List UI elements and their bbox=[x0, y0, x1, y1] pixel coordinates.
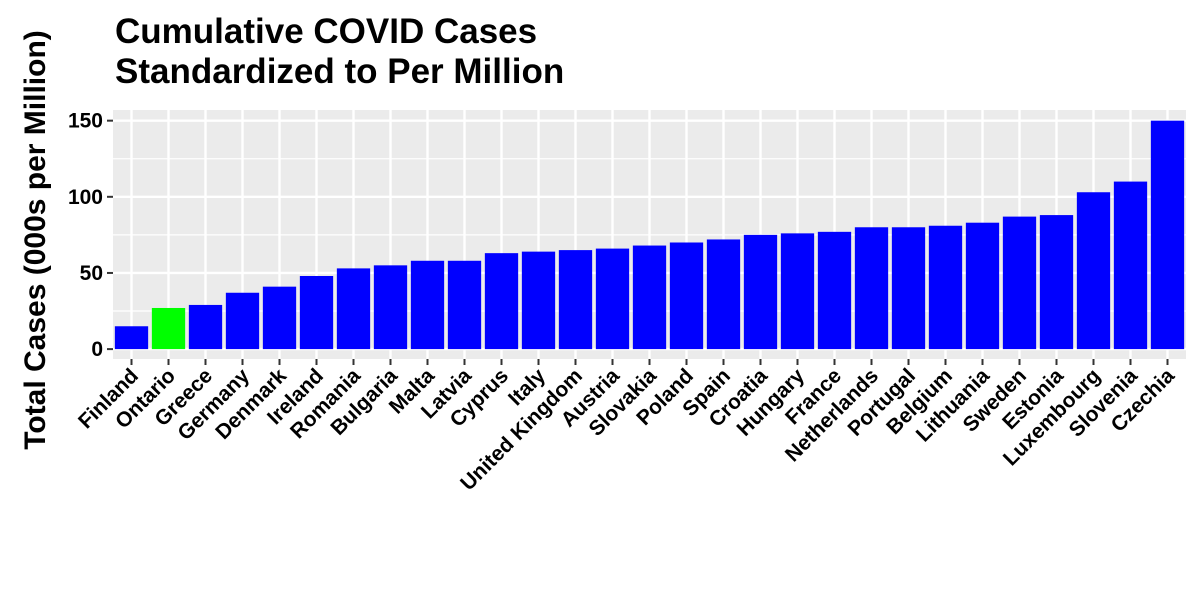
bar-france bbox=[817, 231, 852, 350]
bar-lithuania bbox=[965, 222, 1000, 350]
bar-ontario bbox=[151, 307, 186, 350]
bar-sweden bbox=[1002, 216, 1037, 350]
bar-luxembourg bbox=[1076, 192, 1111, 350]
chart-title-line-2: Standardized to Per Million bbox=[115, 52, 565, 91]
y-tick-label: 150 bbox=[68, 110, 103, 133]
bar-germany bbox=[225, 292, 260, 350]
bar-spain bbox=[706, 239, 741, 350]
bar-estonia bbox=[1039, 215, 1074, 350]
bar-latvia bbox=[447, 260, 482, 350]
bar-united-kingdom bbox=[558, 250, 593, 350]
bar-ireland bbox=[299, 276, 334, 350]
bar-denmark bbox=[262, 286, 297, 350]
bar-poland bbox=[669, 242, 704, 350]
chart-title: Cumulative COVID Cases Standardized to P… bbox=[115, 12, 564, 92]
bar-greece bbox=[188, 304, 223, 350]
y-tick-label: 0 bbox=[91, 338, 103, 361]
bar-finland bbox=[114, 326, 149, 350]
bar-austria bbox=[595, 248, 630, 350]
bar-portugal bbox=[891, 227, 926, 350]
y-tick-label: 100 bbox=[68, 186, 103, 209]
bar-hungary bbox=[780, 233, 815, 350]
bar-romania bbox=[336, 268, 371, 350]
bar-belgium bbox=[928, 225, 963, 350]
bar-slovakia bbox=[632, 245, 667, 350]
y-tick-label: 50 bbox=[80, 262, 103, 285]
chart-title-line-1: Cumulative COVID Cases bbox=[115, 12, 538, 51]
bar-slovenia bbox=[1113, 181, 1148, 350]
bar-italy bbox=[521, 251, 556, 350]
bar-netherlands bbox=[854, 227, 889, 350]
bar-cyprus bbox=[484, 253, 519, 350]
bar-croatia bbox=[743, 234, 778, 350]
bar-czechia bbox=[1150, 120, 1185, 350]
bar-bulgaria bbox=[373, 265, 408, 350]
bar-malta bbox=[410, 260, 445, 350]
